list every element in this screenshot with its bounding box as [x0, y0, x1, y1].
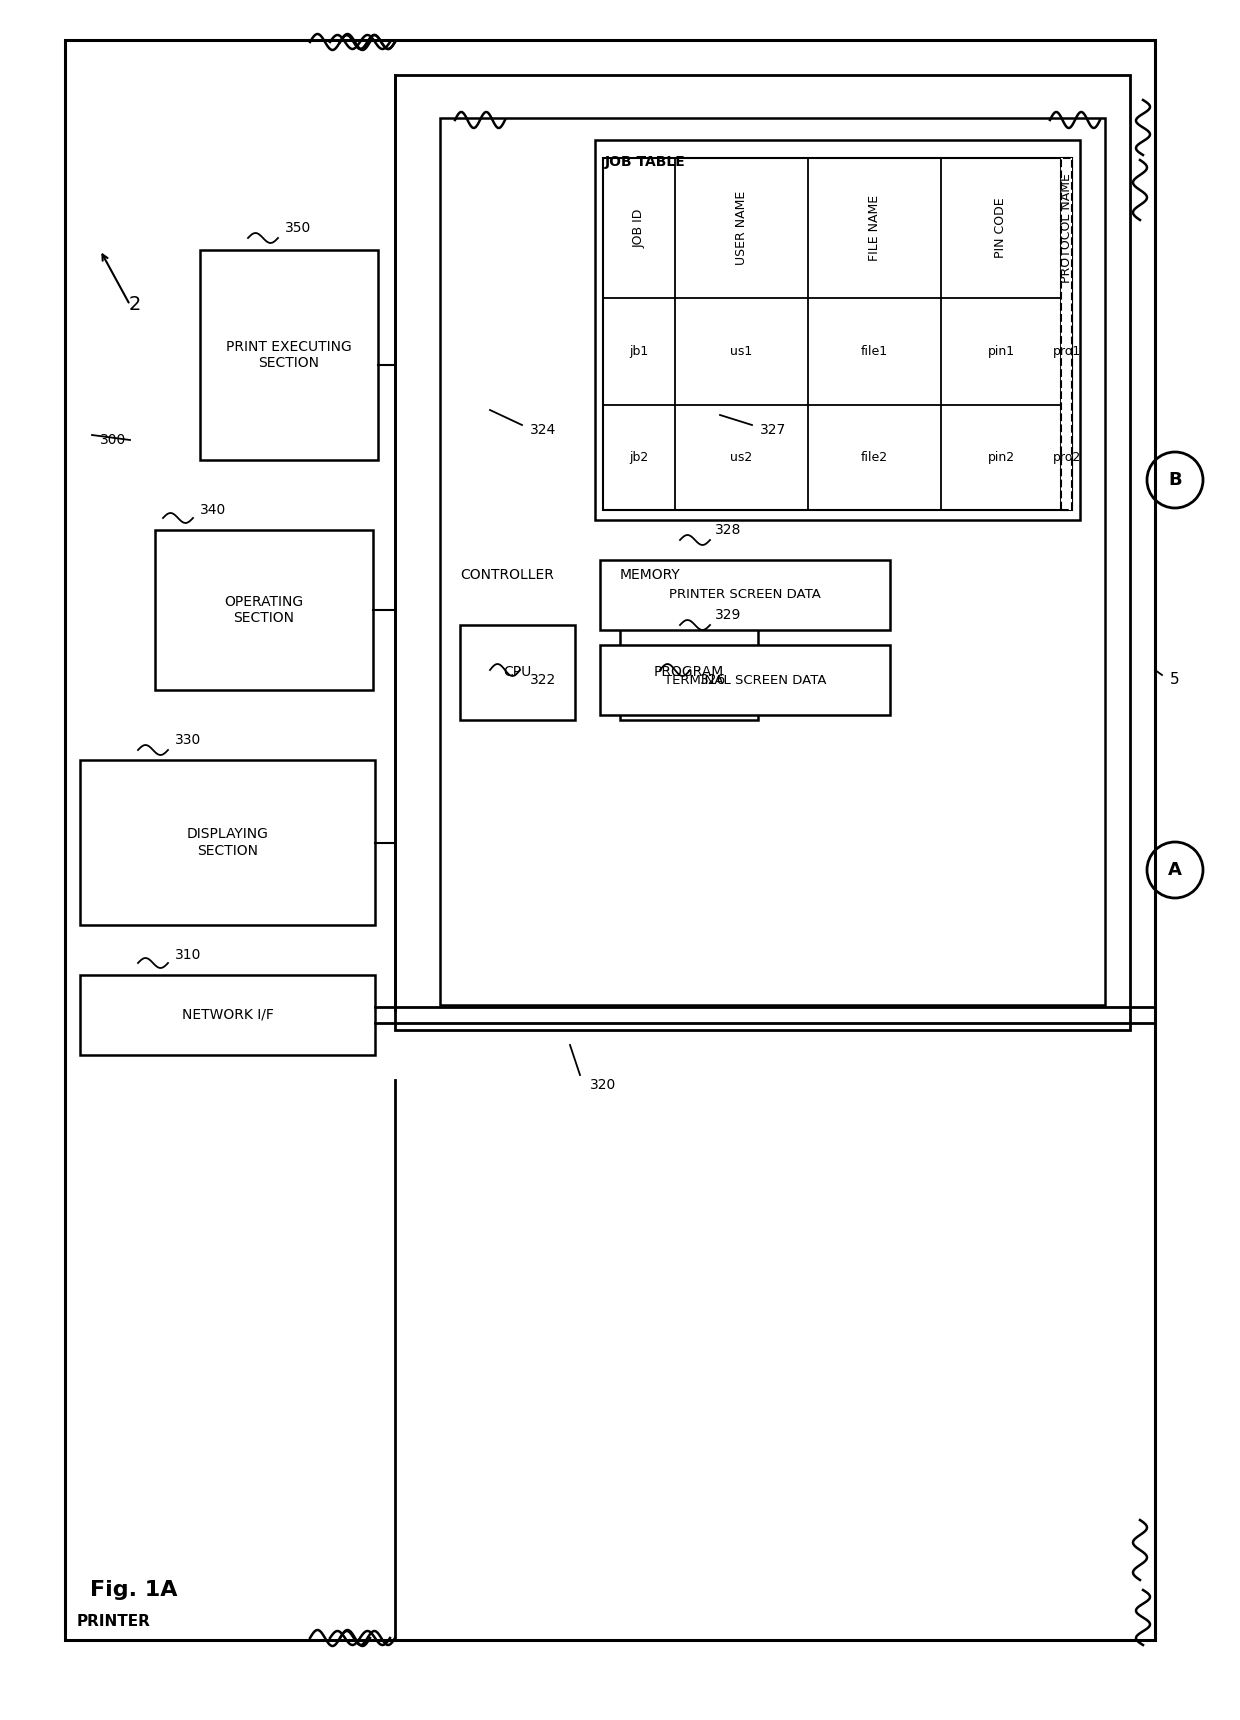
- Text: FILE NAME: FILE NAME: [868, 194, 880, 261]
- Text: B: B: [1168, 471, 1182, 488]
- Text: 328: 328: [715, 523, 742, 537]
- Bar: [620, 624, 758, 721]
- Text: 340: 340: [200, 502, 226, 518]
- Text: 2: 2: [129, 296, 141, 315]
- Text: jb1: jb1: [630, 346, 649, 358]
- Bar: [81, 760, 374, 925]
- Bar: [603, 158, 1073, 511]
- Bar: [1061, 158, 1073, 511]
- Text: 329: 329: [715, 607, 742, 623]
- Text: file2: file2: [861, 451, 888, 464]
- Text: Fig. 1A: Fig. 1A: [91, 1581, 177, 1600]
- Bar: [460, 624, 575, 721]
- Text: JOB TABLE: JOB TABLE: [605, 155, 686, 169]
- Text: us2: us2: [730, 451, 753, 464]
- Text: CPU: CPU: [503, 666, 532, 679]
- Bar: [600, 561, 890, 630]
- Bar: [440, 119, 1105, 1004]
- Text: 330: 330: [175, 733, 201, 746]
- Text: TERMINAL SCREEN DATA: TERMINAL SCREEN DATA: [663, 674, 826, 686]
- Text: CONTROLLER: CONTROLLER: [460, 568, 554, 581]
- Text: 320: 320: [590, 1078, 616, 1092]
- Text: pin2: pin2: [987, 451, 1014, 464]
- Text: 326: 326: [701, 673, 727, 686]
- Text: pro1: pro1: [1053, 346, 1080, 358]
- Text: MEMORY: MEMORY: [620, 568, 681, 581]
- Bar: [155, 530, 373, 690]
- Bar: [595, 139, 1080, 519]
- Text: file1: file1: [861, 346, 888, 358]
- Text: 327: 327: [760, 423, 786, 437]
- Text: PROGRAM: PROGRAM: [653, 666, 724, 679]
- Text: 350: 350: [285, 220, 311, 236]
- Text: 324: 324: [529, 423, 557, 437]
- Text: pro2: pro2: [1053, 451, 1080, 464]
- Bar: [64, 40, 1154, 1639]
- Bar: [600, 645, 890, 716]
- Text: PRINTER: PRINTER: [77, 1615, 151, 1629]
- Text: 5: 5: [1171, 673, 1179, 688]
- Text: jb2: jb2: [630, 451, 649, 464]
- Text: 310: 310: [175, 948, 201, 961]
- Text: pin1: pin1: [987, 346, 1014, 358]
- Text: JOB ID: JOB ID: [632, 208, 646, 248]
- Bar: [396, 76, 1130, 1030]
- Text: NETWORK I/F: NETWORK I/F: [181, 1008, 274, 1022]
- Text: A: A: [1168, 862, 1182, 879]
- Bar: [81, 975, 374, 1054]
- Text: PROTOCOL NAME: PROTOCOL NAME: [1060, 174, 1073, 282]
- Text: us1: us1: [730, 346, 753, 358]
- Text: PRINT EXECUTING
SECTION: PRINT EXECUTING SECTION: [226, 341, 352, 370]
- Text: PIN CODE: PIN CODE: [994, 198, 1007, 258]
- Text: USER NAME: USER NAME: [735, 191, 748, 265]
- Bar: [200, 249, 378, 459]
- Text: OPERATING
SECTION: OPERATING SECTION: [224, 595, 304, 624]
- Text: PRINTER SCREEN DATA: PRINTER SCREEN DATA: [670, 588, 821, 602]
- Text: 322: 322: [529, 673, 557, 686]
- Text: DISPLAYING
SECTION: DISPLAYING SECTION: [186, 827, 268, 858]
- Text: 300: 300: [100, 433, 126, 447]
